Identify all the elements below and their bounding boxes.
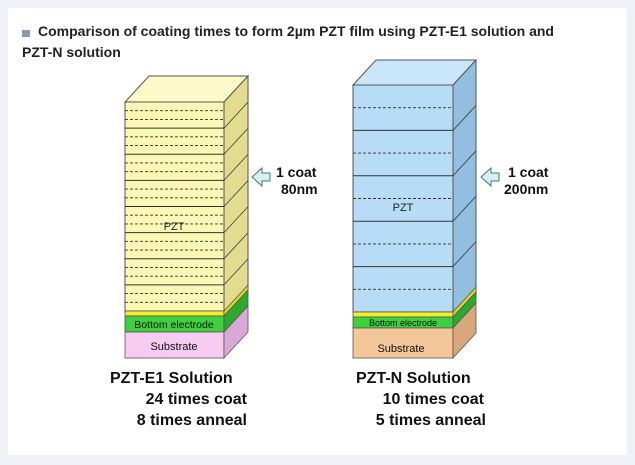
- pzt-e1-side-anneal-line: [223, 154, 249, 181]
- pzt-n-seed-layer: [352, 311, 454, 318]
- pzt-n-substrate-side: [452, 301, 477, 360]
- pzt-e1-seed-layer: [124, 310, 225, 317]
- pzt-e1-electrode-label: Bottom electrode: [134, 319, 214, 331]
- pzt-e1-side-anneal-line: [223, 206, 249, 233]
- pzt-e1-side-anneal-line: [223, 180, 249, 207]
- pzt-e1-layer-label: PZT: [164, 221, 185, 233]
- pzt-e1-substrate-label: Substrate: [150, 341, 197, 353]
- pzt-n-substrate-label: Substrate: [377, 343, 424, 355]
- pzt-n-electrode-label: Bottom electrode: [369, 318, 437, 328]
- pzt-e1-coat-label-1: 1 coat: [276, 164, 317, 180]
- pzt-e1-side-lines: [223, 101, 249, 286]
- pzt-e1-caption-title: PZT-E1 Solution: [110, 370, 233, 387]
- figure-title-line-2: PZT-N solution: [22, 44, 121, 60]
- pzt-n-caption-title: PZT-N Solution: [356, 370, 471, 387]
- pzt-e1-coat-lines: [125, 110, 224, 303]
- title-bullet-icon: [22, 30, 30, 37]
- pzt-n-stack: Bottom electrode Substrate PZT: [351, 58, 478, 360]
- pzt-e1-side-face: [223, 74, 249, 323]
- pzt-e1-caption-coats: 24 times coat: [145, 391, 247, 408]
- pzt-e1-side-anneal-line: [223, 258, 249, 286]
- figure-title-line-1: Comparison of coating times to form 2µm …: [38, 23, 554, 39]
- pzt-e1-side-anneal-line: [223, 101, 249, 129]
- pzt-n-coat-label-2: 200nm: [504, 181, 548, 197]
- pzt-n-side-anneal-line: [452, 195, 477, 222]
- figure-panel: [8, 8, 627, 455]
- pzt-n-substrate: [352, 327, 454, 359]
- pzt-e1-stack: Bottom electrode Substrate PZT: [123, 74, 250, 360]
- pzt-e1-caption-anneals: 8 times anneal: [136, 412, 247, 429]
- pzt-n-coat-label-1: 1 coat: [508, 164, 549, 180]
- pzt-n-side-anneal-line: [452, 241, 477, 267]
- pzt-e1-side-anneal-line: [223, 127, 249, 155]
- pzt-n-layer-label: PZT: [393, 202, 414, 214]
- pzt-n-side-anneal-line: [452, 150, 477, 177]
- pzt-n-coat-arrow-icon: [480, 166, 500, 188]
- pzt-n-side-lines: [452, 105, 477, 267]
- pzt-n-caption-coats: 10 times coat: [382, 391, 484, 408]
- pzt-e1-substrate: [124, 331, 225, 359]
- pzt-n-side-anneal-line: [452, 105, 477, 131]
- pzt-e1-side-anneal-line: [223, 232, 249, 260]
- pzt-n-side-face: [452, 58, 477, 324]
- pzt-n-caption-anneals: 5 times anneal: [375, 412, 486, 429]
- pzt-e1-coat-arrow-icon: [251, 166, 271, 188]
- pzt-e1-coat-label-2: 80nm: [281, 181, 318, 197]
- pzt-n-coat-lines: [353, 107, 453, 290]
- pzt-e1-substrate-side: [223, 304, 249, 360]
